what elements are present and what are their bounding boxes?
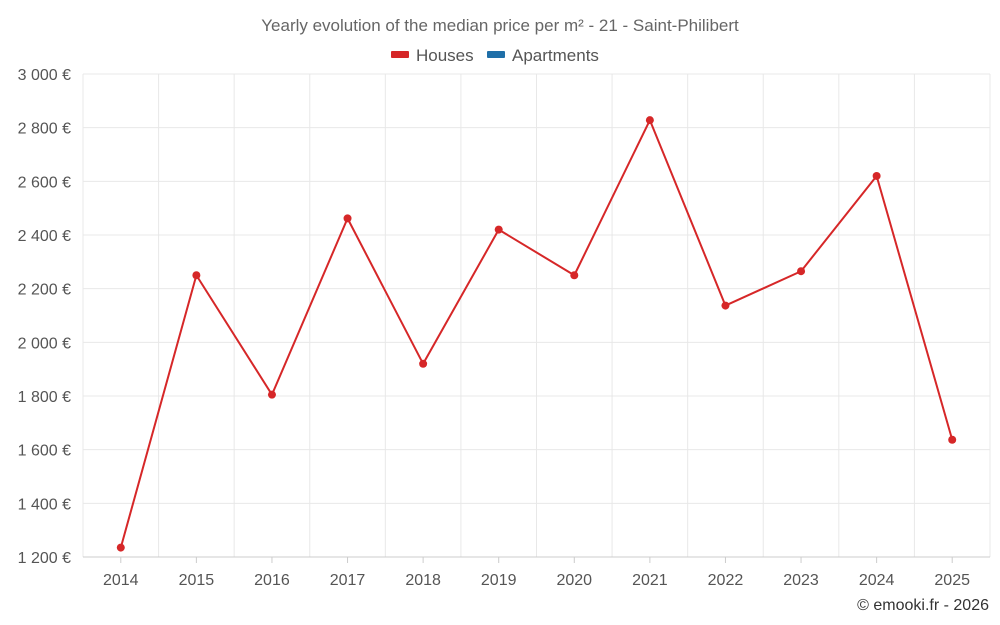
- data-point-houses-2018[interactable]: [419, 359, 428, 368]
- y-tick-label: 1 800 €: [18, 389, 71, 406]
- x-tick-label: 2020: [556, 572, 592, 589]
- x-tick-label: 2021: [632, 572, 668, 589]
- y-tick-label: 2 800 €: [18, 121, 71, 138]
- data-point-houses-2015[interactable]: [192, 271, 201, 280]
- x-tick-label: 2025: [934, 572, 970, 589]
- legend-label-houses: Houses: [416, 46, 474, 65]
- y-tick-label: 2 200 €: [18, 282, 71, 299]
- legend: Houses Apartments: [391, 46, 599, 65]
- data-point-houses-2021[interactable]: [645, 116, 654, 125]
- y-tick-label: 1 600 €: [18, 443, 71, 460]
- x-tick-label: 2017: [330, 572, 366, 589]
- legend-item-apartments[interactable]: Apartments: [487, 46, 599, 65]
- y-tick-label: 2 600 €: [18, 174, 71, 191]
- data-point-houses-2022[interactable]: [721, 301, 730, 310]
- data-point-houses-2023[interactable]: [797, 267, 806, 276]
- x-tick-label: 2023: [783, 572, 819, 589]
- data-point-houses-2025[interactable]: [948, 435, 957, 444]
- x-tick-label: 2014: [103, 572, 139, 589]
- x-axis: 2014 2015 2016 2017 2018 2019 2020 2021 2022 2023…: [83, 556, 990, 589]
- data-point-houses-2014[interactable]: [116, 543, 125, 552]
- x-tick-label: 2019: [481, 572, 517, 589]
- data-point-houses-2024[interactable]: [872, 171, 881, 180]
- legend-swatch-houses: [391, 51, 409, 58]
- grid: [82, 73, 991, 557]
- y-tick-label: 1 200 €: [18, 550, 71, 567]
- chart-title: Yearly evolution of the median price per…: [261, 16, 739, 35]
- legend-swatch-apartments: [487, 51, 505, 58]
- y-tick-label: 1 400 €: [18, 496, 71, 513]
- data-point-houses-2016[interactable]: [267, 390, 276, 399]
- y-axis: 1 200 € 1 400 € 1 600 € 1 800 € 2 000 € 2 200…: [18, 67, 71, 567]
- data-point-houses-2017[interactable]: [343, 214, 352, 223]
- y-tick-label: 2 000 €: [18, 335, 71, 352]
- x-tick-label: 2022: [708, 572, 744, 589]
- x-tick-label: 2018: [405, 572, 441, 589]
- legend-label-apartments: Apartments: [512, 46, 599, 65]
- x-tick-label: 2016: [254, 572, 290, 589]
- y-tick-label: 3 000 €: [18, 67, 71, 84]
- x-tick-label: 2024: [859, 572, 895, 589]
- x-tick-label: 2015: [179, 572, 215, 589]
- y-tick-label: 2 400 €: [18, 228, 71, 245]
- data-point-houses-2020[interactable]: [570, 271, 579, 280]
- series-houses: [116, 116, 957, 552]
- data-point-houses-2019[interactable]: [494, 225, 503, 234]
- series-line-houses: [119, 119, 954, 548]
- legend-item-houses[interactable]: Houses: [391, 46, 474, 65]
- credit-text: © emooki.fr - 2026: [857, 597, 989, 614]
